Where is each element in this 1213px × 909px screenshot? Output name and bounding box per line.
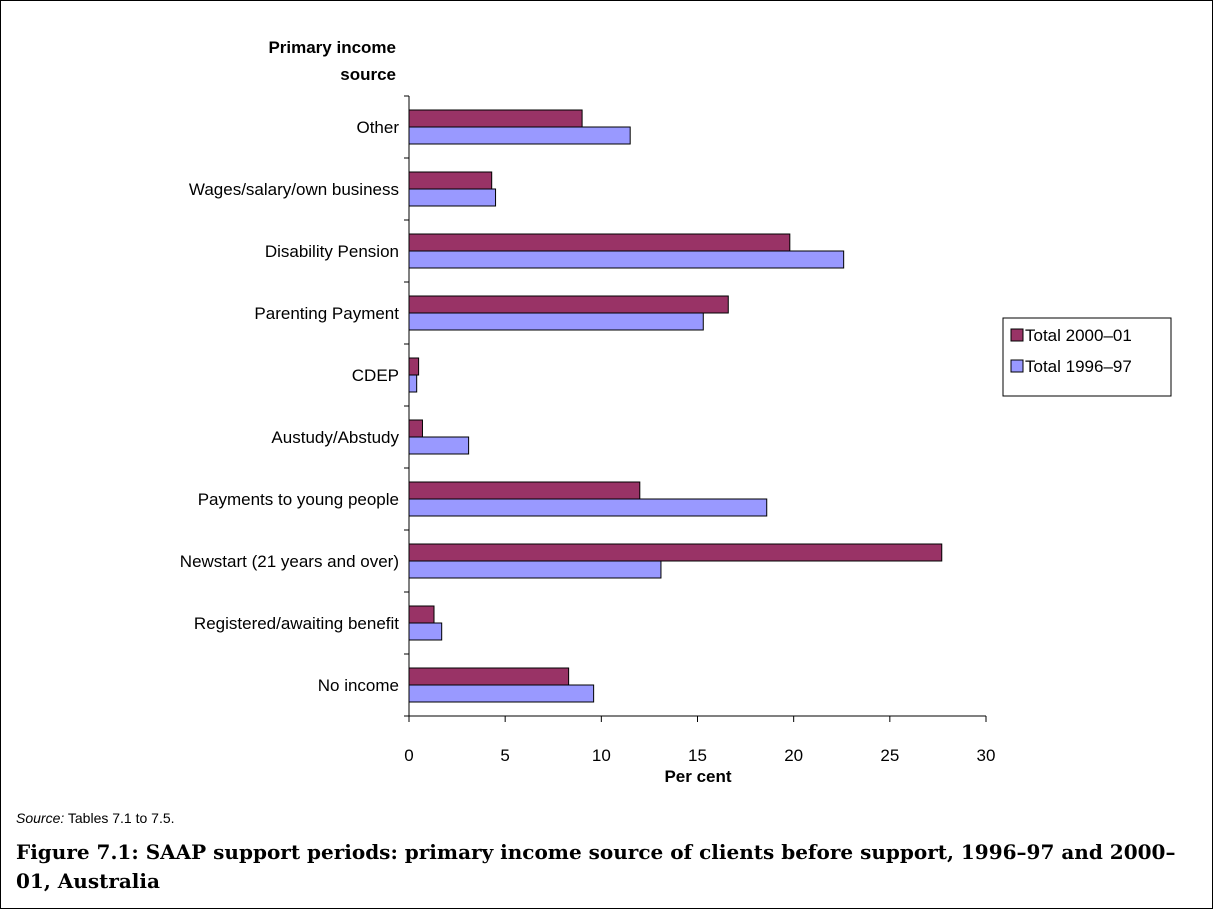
category-label-austudy-abstudy: Austudy/Abstudy: [271, 428, 399, 447]
x-tick-label-20: 20: [784, 746, 803, 765]
bar-no-income-total-2000-01: [408, 667, 570, 686]
bar-disability-pension-total-1996-97: [408, 250, 845, 269]
x-tick-labels: 0 5 10 15 20 25 30: [404, 746, 995, 765]
bar-no-income-total-1996-97: [408, 684, 595, 703]
x-tick-label-0: 0: [404, 746, 413, 765]
legend: Total 2000–01 Total 1996–97: [1002, 317, 1172, 397]
source-text: Tables 7.1 to 7.5.: [64, 810, 175, 826]
x-tick-label-30: 30: [977, 746, 996, 765]
y-axis-title-line-1: Primary income: [268, 38, 396, 57]
legend-label-total-1996-97: Total 1996–97: [1025, 357, 1132, 376]
bar-parenting-payment-total-1996-97: [408, 312, 704, 331]
category-label-no-income: No income: [318, 676, 399, 695]
category-label-parenting-payment: Parenting Payment: [254, 304, 399, 323]
category-label-registered-awaiting-benefit: Registered/awaiting benefit: [194, 614, 399, 633]
category-labels: Other Wages/salary/own business Disability…: [180, 118, 400, 695]
x-axis-label: Per cent: [664, 767, 731, 786]
x-tick-label-15: 15: [688, 746, 707, 765]
bar-austudy-abstudy-total-1996-97: [408, 436, 470, 455]
x-tick-label-5: 5: [500, 746, 509, 765]
bar-wages-salary-own-business-total-1996-97: [408, 188, 497, 207]
x-tick-label-25: 25: [880, 746, 899, 765]
figure-caption: Figure 7.1: SAAP support periods: primar…: [16, 840, 1176, 893]
category-label-disability-pension: Disability Pension: [265, 242, 399, 261]
bar-austudy-abstudy-total-2000-01: [408, 419, 423, 438]
source-note: Source: Tables 7.1 to 7.5.: [16, 810, 175, 826]
bar-registered-awaiting-benefit-total-1996-97: [408, 622, 443, 641]
bar-payments-to-young-people-total-1996-97: [408, 498, 768, 517]
axes-group: [404, 95, 987, 722]
bar-other-total-2000-01: [408, 109, 583, 128]
bar-payments-to-young-people-total-2000-01: [408, 481, 641, 500]
category-label-newstart-21-years-and-over: Newstart (21 years and over): [180, 552, 399, 571]
category-label-cdep: CDEP: [352, 366, 399, 385]
category-label-other: Other: [356, 118, 399, 137]
bar-disability-pension-total-2000-01: [408, 233, 791, 252]
source-label: Source:: [16, 810, 65, 826]
legend-box: [1002, 317, 1172, 397]
category-label-wages-salary-own-business: Wages/salary/own business: [189, 180, 399, 199]
bar-wages-salary-own-business-total-2000-01: [408, 171, 493, 190]
bar-newstart-21-years-and-over-total-1996-97: [408, 560, 662, 579]
bar-cdep-total-2000-01: [408, 357, 420, 376]
bar-parenting-payment-total-2000-01: [408, 295, 729, 314]
bar-cdep-total-1996-97: [408, 374, 418, 393]
legend-swatch-total-1996-97: [1010, 359, 1024, 373]
y-axis-title-line-2: source: [340, 65, 396, 84]
category-label-payments-to-young-people: Payments to young people: [198, 490, 399, 509]
bar-registered-awaiting-benefit-total-2000-01: [408, 605, 435, 624]
bar-other-total-1996-97: [408, 126, 631, 145]
bars-group: [408, 109, 943, 703]
bar-chart: Primary income source Other Wages/salary/…: [180, 38, 1172, 786]
legend-label-total-2000-01: Total 2000–01: [1025, 326, 1132, 345]
x-tick-label-10: 10: [592, 746, 611, 765]
bar-newstart-21-years-and-over-total-2000-01: [408, 543, 943, 562]
legend-swatch-total-2000-01: [1010, 328, 1024, 342]
